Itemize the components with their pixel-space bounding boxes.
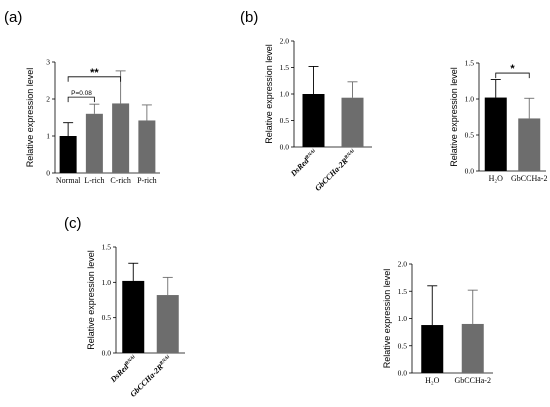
significance-label: P=0.08 <box>71 90 92 97</box>
bar <box>112 103 130 173</box>
bar <box>302 94 325 147</box>
category-label-main: GbCCHa-2R <box>313 156 350 193</box>
y-tick-label: 1.5 <box>465 59 475 68</box>
chart-c2: 0.0 0.5 1.0 1.5 2.0 Relative expression level… <box>382 260 493 385</box>
y-tick-label: 1 <box>46 132 50 141</box>
category-label-main: GbCCHa-2R <box>128 362 165 399</box>
category-label-sup: RNAi <box>159 354 171 366</box>
category-label: C-rich <box>110 176 130 185</box>
y-axis-label: Relative expression level <box>449 67 459 167</box>
y-tick-label: 0.5 <box>465 131 475 140</box>
bar <box>122 280 145 353</box>
y-tick-label: 0.5 <box>102 313 112 322</box>
y-axis-label: Relative expression level <box>25 68 35 168</box>
y-tick-label: 1.5 <box>102 243 112 252</box>
bar <box>138 120 156 173</box>
y-tick-label: 1.0 <box>465 95 475 104</box>
chart-b2: 0.0 0.5 1.0 1.5 Relative expression level H₂O… <box>449 59 547 184</box>
category-label: L-rich <box>84 176 104 185</box>
y-tick-label: 0.5 <box>280 116 290 125</box>
bar <box>156 295 179 353</box>
y-tick-label: 0.0 <box>280 143 290 152</box>
significance-label: * <box>510 63 515 75</box>
significance-bracket <box>67 96 95 103</box>
panel-label-c: (c) <box>64 215 82 232</box>
bar <box>461 323 484 373</box>
charts-group: 0 1 2 3 Relative expression level Normal L-ric… <box>25 37 547 399</box>
category-label: H₂O <box>425 376 440 385</box>
bar <box>341 97 364 147</box>
bar <box>518 118 541 171</box>
bar <box>59 136 77 173</box>
y-tick-label: 2.0 <box>280 37 290 46</box>
y-tick-label: 1.0 <box>398 314 408 323</box>
category-label-sup: RNAi <box>305 148 317 160</box>
category-label-sup: RNAi <box>125 354 137 366</box>
category-label: P-rich <box>137 176 157 185</box>
significance-bracket <box>67 76 122 82</box>
bar <box>484 97 507 171</box>
y-tick-label: 0.0 <box>465 167 475 176</box>
y-tick-label: 0.5 <box>398 341 408 350</box>
y-tick-label: 0.0 <box>398 369 408 378</box>
category-label-sup: RNAi <box>344 148 356 160</box>
category-label: DsRedRNAi <box>108 354 139 385</box>
category-label: GbCCHa-2RRNAi <box>313 148 358 193</box>
category-label: H₂O <box>489 174 504 183</box>
significance-label: ** <box>90 67 99 79</box>
y-tick-label: 0.0 <box>102 349 112 358</box>
chart-c1: 0.0 0.5 1.0 1.5 Relative expression level DsR… <box>86 243 185 399</box>
y-tick-label: 2.0 <box>398 260 408 269</box>
bar <box>85 113 103 173</box>
y-tick-label: 3 <box>46 58 50 67</box>
y-axis-label: Relative expression level <box>86 250 96 350</box>
category-label: GbCCHa-2RRNAi <box>128 354 173 399</box>
category-label: DsRedRNAi <box>288 148 319 179</box>
chart-b1: 0.0 0.5 1.0 1.5 2.0 Relative expression level… <box>264 37 372 193</box>
category-label: GbCCHa-2 <box>455 376 491 385</box>
category-label: Normal <box>56 176 81 185</box>
y-tick-label: 0 <box>46 169 50 178</box>
significance-bracket <box>495 72 530 79</box>
y-tick-label: 1.0 <box>280 90 290 99</box>
y-axis-label: Relative expression level <box>382 269 392 369</box>
y-tick-label: 2 <box>46 95 50 104</box>
panel-label-b: (b) <box>240 9 258 26</box>
category-label: GbCCHa-2 <box>511 174 547 183</box>
bar <box>421 325 444 373</box>
y-axis-label: Relative expression level <box>264 44 274 144</box>
y-tick-label: 1.5 <box>280 63 290 72</box>
chart-a: 0 1 2 3 Relative expression level Normal L-ric… <box>25 58 160 185</box>
y-tick-label: 1.5 <box>398 287 408 296</box>
panel-label-a: (a) <box>4 9 22 26</box>
y-tick-label: 1.0 <box>102 278 112 287</box>
